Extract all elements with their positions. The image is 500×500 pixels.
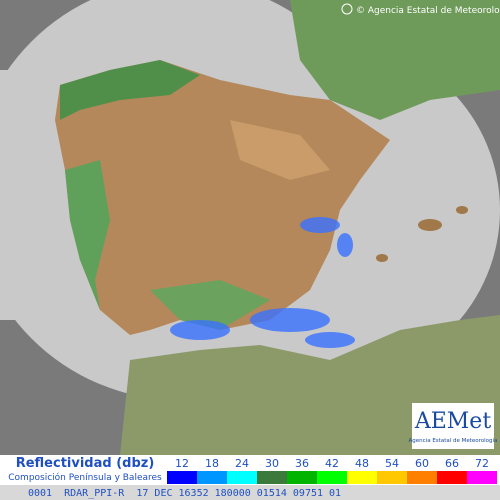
legend-title: Reflectividad (dbz) (16, 456, 155, 471)
scale-label: 48 (355, 457, 369, 470)
scale-label: 24 (235, 457, 249, 470)
scale-label: 12 (175, 457, 189, 470)
scale-swatch (407, 471, 437, 484)
scale-swatch (377, 471, 407, 484)
guadalquivir (150, 280, 270, 330)
status-bar (0, 485, 500, 500)
meseta (230, 120, 330, 180)
france-land (290, 0, 500, 120)
logo-name: AEMet (414, 409, 491, 434)
balearic-islands (376, 206, 468, 262)
scale-swatch (437, 471, 467, 484)
scale-label: 60 (415, 457, 429, 470)
africa-land (120, 315, 500, 455)
scale-swatch (197, 471, 227, 484)
color-scale: 12 18 24 30 36 42 48 54 60 66 72 (167, 457, 497, 484)
logo-subtitle: Agencia Estatal de Meteorología (409, 437, 498, 444)
scale-swatch (257, 471, 287, 484)
scale-label: 54 (385, 457, 399, 470)
scale-label: 66 (445, 457, 459, 470)
radar-echoes (170, 217, 355, 348)
scale-swatch (347, 471, 377, 484)
copyright: © Agencia Estatal de Meteorología (356, 6, 500, 16)
scale-label: 36 (295, 457, 309, 470)
north-coast (60, 60, 200, 120)
scale-label: 42 (325, 457, 339, 470)
scale-swatch (287, 471, 317, 484)
scale-label: 30 (265, 457, 279, 470)
scale-swatch (167, 471, 197, 484)
portugal-lowlands (65, 160, 110, 310)
iberia-land (55, 60, 390, 335)
copyright-icon (341, 3, 353, 15)
status-line: 0001 RDAR_PPI-R 17 DEC 16352 180000 0151… (28, 488, 341, 499)
legend-subtitle: Composición Península y Baleares (8, 472, 162, 483)
scale-label: 72 (475, 457, 489, 470)
logo-box (412, 403, 494, 449)
scale-label: 18 (205, 457, 219, 470)
scale-swatch (467, 471, 497, 484)
scale-swatch (317, 471, 347, 484)
scale-swatch (227, 471, 257, 484)
